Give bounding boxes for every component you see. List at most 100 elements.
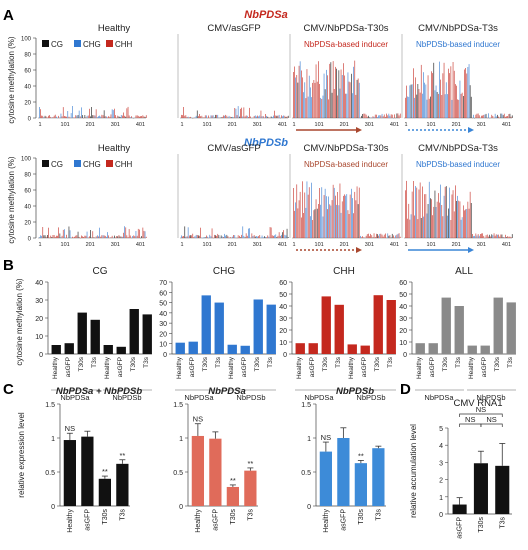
methylation-bar [344,75,345,118]
methylation-bar [357,78,359,118]
methylation-bar [91,107,92,118]
methylation-bar [57,235,58,238]
x-tick-label: 101 [427,122,436,128]
methylation-bar [87,237,89,238]
methylation-bar [106,236,107,238]
methylation-bar [224,233,225,238]
methylation-bar [48,115,49,118]
methylation-bar [216,235,217,238]
methylation-bar [228,115,230,118]
significance-mark: ** [358,451,364,460]
methylation-bar [418,89,420,118]
methylation-bar [109,116,111,118]
methylation-bar [491,234,493,238]
methylation-bar [483,114,485,118]
methylation-bar [320,204,321,238]
methylation-bar [68,226,70,238]
methylation-bar [134,236,136,238]
methylation-bar [360,235,361,238]
methylation-bar [116,236,117,238]
methylation-bar [390,237,392,238]
methylation-bar [227,236,229,238]
methylation-bar [84,115,86,118]
methylation-profile: CMV/NbPDSa-T3s NbPDSb-based inducer 1 101 20… [401,23,513,133]
tick-label: 30 [279,316,287,323]
methylation-bar [459,80,461,118]
methylation-bar [293,72,294,118]
methylation-bar [331,200,333,238]
methylation-bar [353,66,354,118]
methylation-bar [443,195,445,238]
methylation-bar [370,233,371,238]
methylation-bar [430,198,431,238]
tick-label: 4 [439,443,443,450]
methylation-bar [323,195,325,238]
methylation-bar [107,232,108,238]
gene-title: NbPDSb [244,137,288,149]
methylation-bar [296,184,298,238]
bar [253,299,263,354]
methylation-bar [45,236,47,238]
methylation-bar [470,203,472,238]
methylation-bar [466,73,468,118]
methylation-profile: Healthy 1 101 201 301 401 [38,143,147,248]
methylation-bar [262,116,264,118]
methylation-bar [50,235,52,238]
methylation-bar [364,113,366,118]
methylation-bar [276,115,278,118]
methylation-bar [285,117,287,118]
methylation-bar [112,110,114,118]
tick-label: 50 [399,292,407,299]
methylation-bar [343,195,344,238]
methylation-bar [217,233,219,238]
methylation-bar [262,237,264,238]
methylation-bar [92,115,94,118]
methylation-bar [204,237,206,238]
tick-label: 40 [35,280,43,287]
methylation-bar [406,180,407,238]
methylation-bar [409,219,411,238]
methylation-bar [273,115,274,118]
category-label: asGFP [212,509,219,531]
methylation-bar [395,235,396,238]
bar [116,463,129,506]
methylation-bar [436,201,438,238]
methylation-bar [390,114,392,118]
methylation-bar [117,115,119,118]
x-tick-label: 101 [203,122,212,128]
category-label: Healthy [348,356,355,379]
methylation-bar [295,77,296,118]
methylation-bar [362,236,363,238]
methylation-bar [129,235,131,238]
methylation-bar [461,217,463,238]
panel-c-expression: relative expression level NbPDSa + NbPDSb… [17,386,386,533]
methylation-bar [453,211,455,238]
bar [81,436,94,506]
category-label: T30s [442,356,449,371]
methylation-bar [493,233,495,238]
group-label: NbPDSa [184,393,214,402]
methylation-bar [301,70,302,118]
methylation-bar [221,116,223,118]
methylation-bar [377,117,378,118]
methylation-bar [103,235,105,238]
x-tick-label: 1 [180,242,183,248]
methylation-bar [490,236,491,238]
methylation-bar [92,231,94,238]
methylation-bar [379,233,381,238]
methylation-bar [42,115,44,118]
methylation-bar [264,117,265,118]
methylation-bar [443,62,445,118]
methylation-bar [423,216,424,238]
methylation-bar [345,195,346,238]
methylation-bar [199,114,200,118]
tick-label: 60 [24,69,31,75]
methylation-bar [99,115,100,118]
methylation-bar [296,75,298,118]
methylation-bar [258,116,259,118]
methylation-bar [284,234,286,238]
legend: CG CHG CHH [42,40,133,49]
methylation-bar [372,237,374,238]
methylation-bar [284,115,286,118]
methylation-bar [215,114,216,118]
